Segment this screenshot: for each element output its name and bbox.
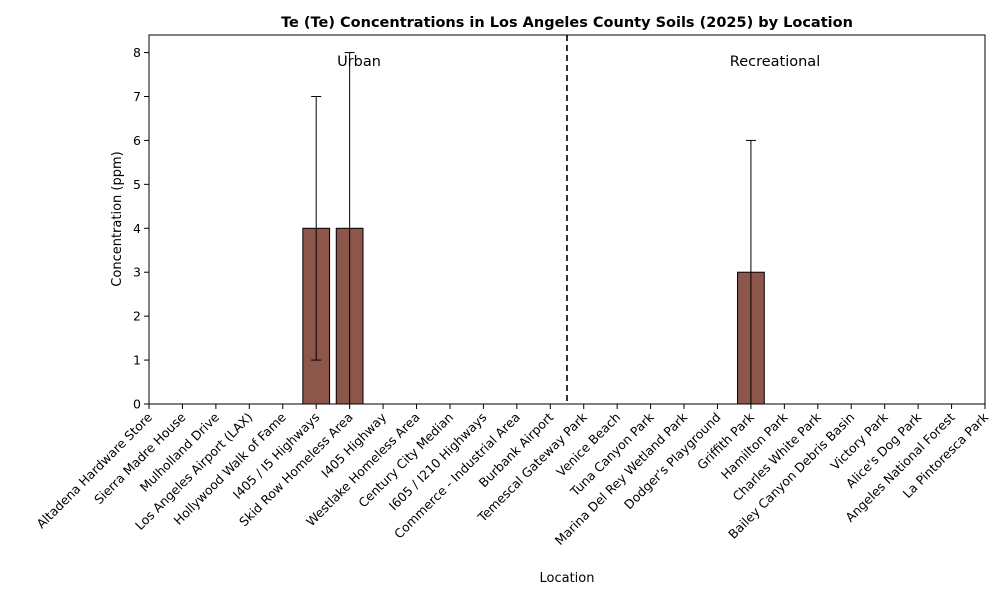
y-tick-label: 5 [133, 177, 141, 192]
y-axis: 0 1 2 3 4 5 6 7 8 [133, 45, 149, 412]
y-tick-label: 7 [133, 89, 141, 104]
y-tick-label: 1 [133, 353, 141, 368]
y-tick-label: 3 [133, 265, 141, 280]
plot-area-frame [148, 34, 986, 405]
y-tick-label: 0 [133, 397, 141, 412]
x-axis-label: Location [540, 571, 595, 586]
error-bars-layer [311, 52, 756, 404]
chart-title: Te (Te) Concentrations in Los Angeles Co… [281, 15, 853, 31]
group-labels: Urban Recreational [337, 54, 820, 70]
y-axis-label: Concentration (ppm) [110, 151, 125, 286]
group-label: Recreational [730, 54, 820, 70]
group-label: Urban [337, 54, 381, 70]
y-tick-label: 6 [133, 133, 141, 148]
y-tick-label: 8 [133, 45, 141, 60]
bars-layer [302, 227, 765, 405]
y-tick-label: 2 [133, 309, 141, 324]
y-tick-label: 4 [133, 221, 141, 236]
